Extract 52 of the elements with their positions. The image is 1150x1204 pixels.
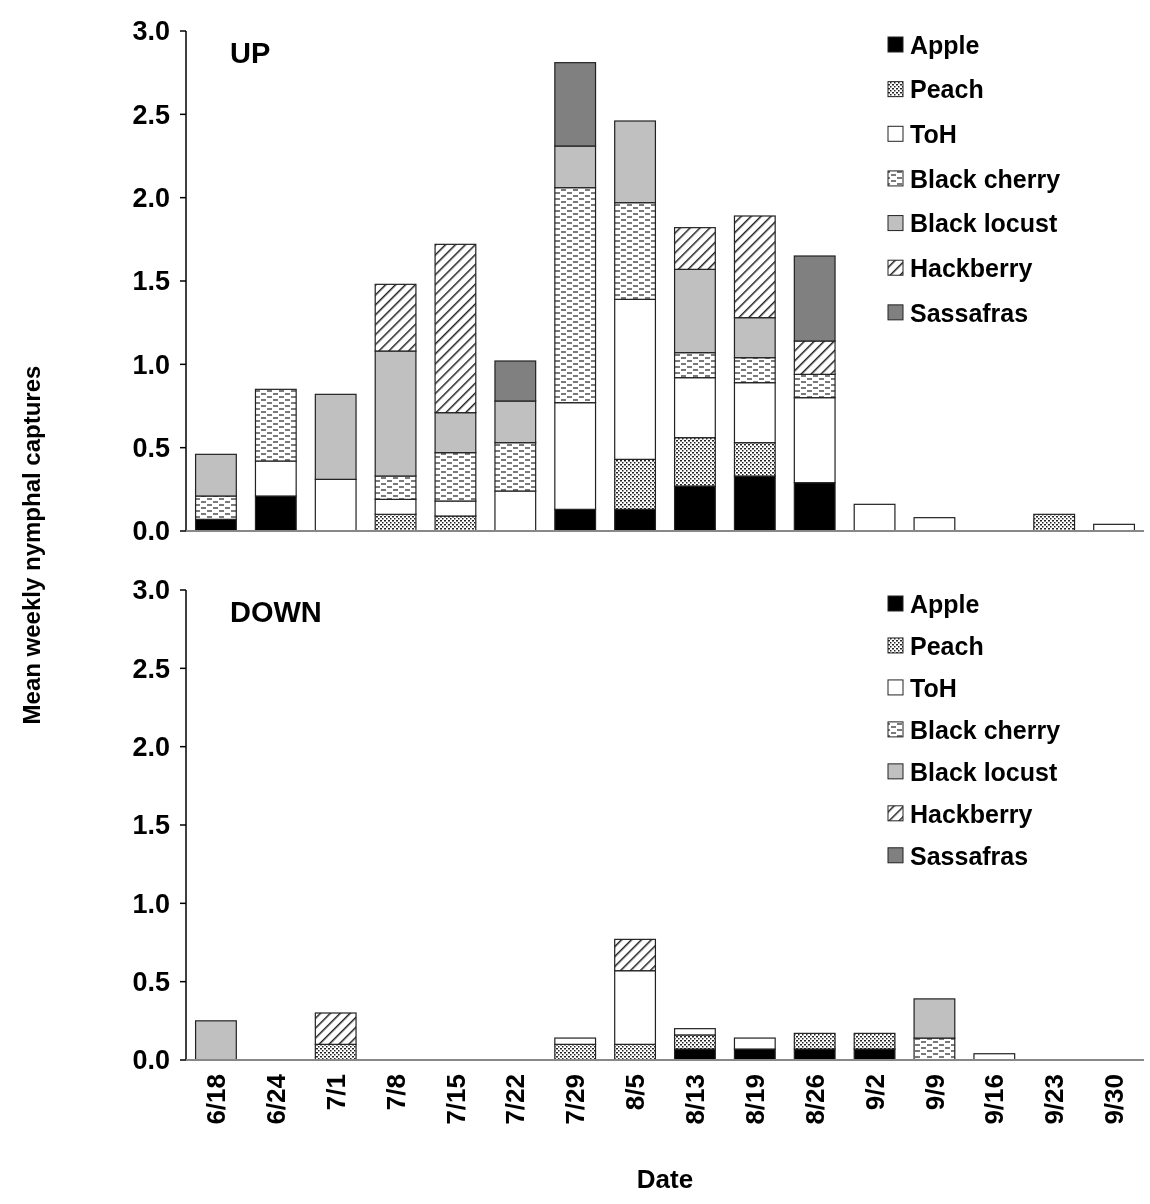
y-tick-label: 1.0 — [132, 888, 170, 919]
y-tick-label: 2.0 — [132, 732, 170, 763]
legend-label: Black locust — [910, 757, 1058, 786]
x-tick-label: 7/29 — [560, 1074, 591, 1125]
y-tick-label: 0.0 — [132, 516, 170, 547]
y-tick-label: 2.0 — [132, 183, 170, 214]
x-tick-label: 7/1 — [320, 1074, 351, 1111]
x-tick-label: 9/23 — [1039, 1074, 1070, 1125]
legend-label: ToH — [910, 673, 957, 702]
x-tick-label: 6/18 — [201, 1074, 232, 1125]
y-tick-label: 2.5 — [132, 653, 170, 684]
legend-label: ToH — [910, 120, 957, 149]
bar — [194, 1020, 237, 1061]
legend-label: Hackberry — [910, 799, 1033, 828]
legend-label: Sassafras — [910, 841, 1029, 870]
x-tick-label: 9/30 — [1099, 1074, 1130, 1125]
bar — [913, 517, 956, 532]
x-tick-label: 8/5 — [620, 1074, 651, 1111]
y-tick-label: 0.5 — [132, 967, 170, 998]
bar — [1033, 513, 1076, 532]
y-tick-label: 3.0 — [132, 16, 170, 47]
legend-label: Black cherry — [910, 715, 1061, 744]
legend-label: Sassafras — [910, 298, 1029, 327]
y-tick-label: 2.5 — [132, 99, 170, 130]
legend-label: Peach — [910, 75, 984, 104]
chart-title: UP — [230, 37, 271, 69]
y-axis-title: Mean weekly nymphal captures — [18, 365, 45, 725]
x-tick-label: 8/13 — [680, 1074, 711, 1125]
y-tick-label: 1.5 — [132, 810, 170, 841]
x-tick-label: 8/19 — [739, 1074, 770, 1125]
x-tick-label: 8/26 — [799, 1074, 830, 1125]
x-tick-label: 9/2 — [859, 1074, 890, 1111]
x-tick-label: 7/8 — [380, 1074, 411, 1111]
chart-title: DOWN — [230, 596, 322, 628]
x-tick-label: 6/24 — [260, 1073, 291, 1125]
x-tick-label: 7/22 — [500, 1074, 531, 1125]
bar — [853, 503, 896, 532]
legend-label: Apple — [910, 30, 980, 59]
y-tick-label: 0.5 — [132, 433, 170, 464]
y-tick-label: 0.0 — [132, 1045, 170, 1076]
legend-label: Black locust — [910, 209, 1058, 238]
y-tick-label: 3.0 — [132, 575, 170, 606]
x-tick-label: 9/16 — [979, 1074, 1010, 1125]
legend-label: Peach — [910, 631, 984, 660]
legend-label: Apple — [910, 589, 980, 618]
x-tick-label: 7/15 — [440, 1074, 471, 1125]
x-axis-title: Date — [636, 1164, 694, 1194]
legend-label: Black cherry — [910, 164, 1061, 193]
y-tick-label: 1.5 — [132, 266, 170, 297]
x-tick-label: 9/9 — [919, 1074, 950, 1111]
legend-label: Hackberry — [910, 253, 1033, 282]
y-tick-label: 1.0 — [132, 349, 170, 380]
